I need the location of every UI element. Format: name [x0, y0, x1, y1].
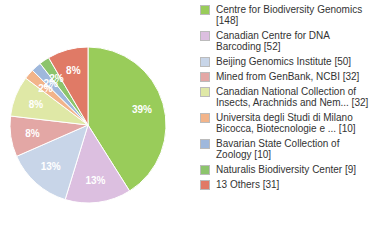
- html-text:Universita degli Studi di Mila: Universita degli Studi di Milano Bicocca…: [216, 112, 356, 134]
- svg-text:13%: 13%: [41, 161, 61, 172]
- svg-text:39%: 39%: [132, 104, 152, 115]
- svg-text:8%: 8%: [66, 65, 81, 76]
- svg-text:13%: 13%: [85, 175, 105, 186]
- svg-text:8%: 8%: [29, 99, 44, 110]
- html-text:Canadian Centre for DNA Barcod: Canadian Centre for DNA Barcoding [52]: [216, 30, 330, 52]
- html-text:Mined from GenBank, NCBI [32]: Mined from GenBank, NCBI [32]: [216, 71, 360, 82]
- html-text:Canadian National Collection o: Canadian National Collection of Insects,…: [216, 86, 369, 108]
- html-text:Naturalis Biodiversity Center: Naturalis Biodiversity Center [9]: [216, 164, 357, 175]
- html-text:13 Others [31]: 13 Others [31]: [216, 179, 280, 190]
- svg-text:8%: 8%: [25, 128, 40, 139]
- html-text:Bavarian State Collection of Z: Bavarian State Collection of Zoology [10…: [216, 138, 340, 160]
- html-text:Beijing Genomics Institute [50: Beijing Genomics Institute [50]: [216, 56, 352, 67]
- html-text:Centre for Biodiversity Genomi: Centre for Biodiversity Genomics [148]: [216, 4, 363, 26]
- svg-text:2%: 2%: [49, 73, 64, 84]
